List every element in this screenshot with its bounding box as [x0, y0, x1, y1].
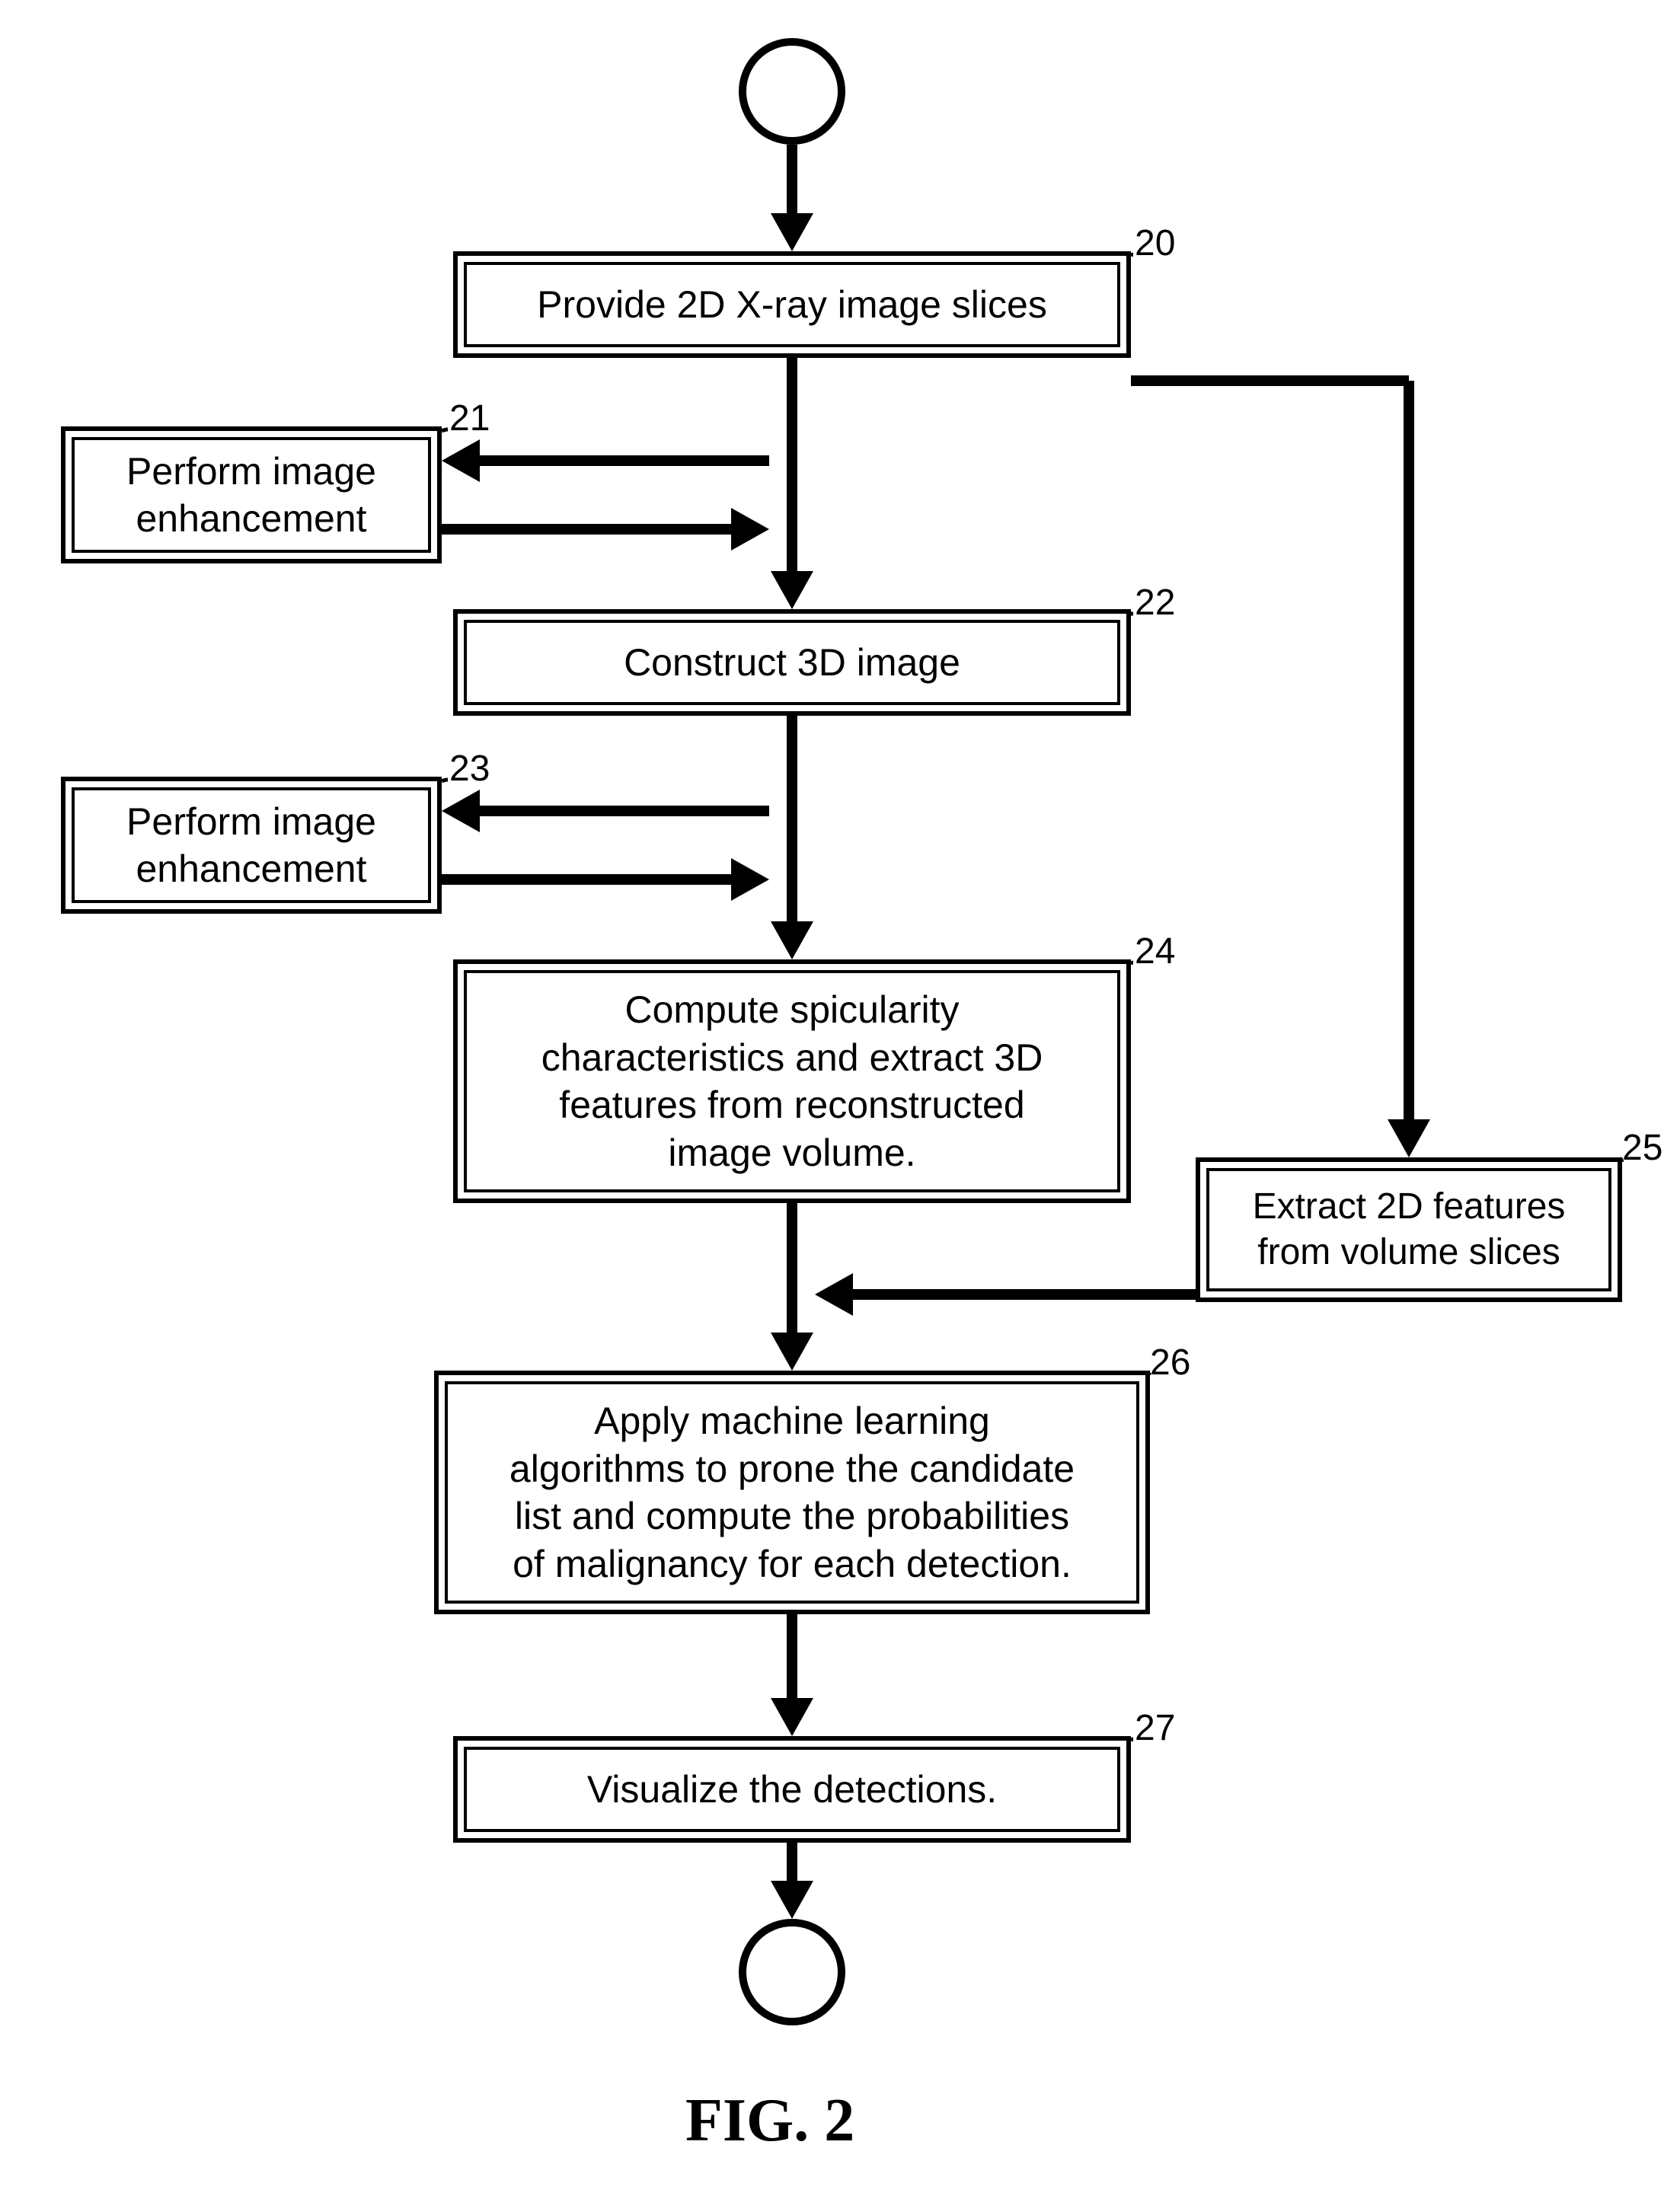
- flow-box-label: Apply machine learning algorithms to pro…: [509, 1397, 1075, 1588]
- flow-box-24: Compute spicularity characteristics and …: [453, 959, 1131, 1203]
- ref-label-27: 27: [1135, 1707, 1175, 1749]
- flow-box-22: Construct 3D image: [453, 609, 1131, 716]
- ref-label-20: 20: [1135, 222, 1175, 264]
- ref-label-24: 24: [1135, 930, 1175, 972]
- flow-box-label: Perform image enhancement: [126, 798, 376, 893]
- flow-box-27: Visualize the detections.: [453, 1736, 1131, 1843]
- ref-label-26: 26: [1150, 1342, 1190, 1384]
- flow-box-23: Perform image enhancement: [61, 777, 442, 914]
- ref-label-25: 25: [1622, 1127, 1662, 1169]
- flow-box-label: Construct 3D image: [624, 639, 960, 687]
- ref-label-23: 23: [449, 748, 490, 790]
- start-terminal: [739, 38, 845, 145]
- ref-label-21: 21: [449, 397, 490, 439]
- flow-box-label: Visualize the detections.: [587, 1766, 997, 1814]
- flow-box-20: Provide 2D X-ray image slices: [453, 251, 1131, 358]
- flow-box-21: Perform image enhancement: [61, 426, 442, 563]
- end-terminal: [739, 1919, 845, 2025]
- flow-box-label: Provide 2D X-ray image slices: [537, 281, 1047, 329]
- flow-box-25: Extract 2D features from volume slices: [1196, 1157, 1622, 1302]
- flow-box-26: Apply machine learning algorithms to pro…: [434, 1371, 1150, 1614]
- flow-box-label: Extract 2D features from volume slices: [1253, 1184, 1566, 1275]
- flow-box-label: Compute spicularity characteristics and …: [541, 986, 1043, 1176]
- flow-box-label: Perform image enhancement: [126, 448, 376, 543]
- ref-label-22: 22: [1135, 582, 1175, 624]
- figure-label: FIG. 2: [685, 2086, 854, 2156]
